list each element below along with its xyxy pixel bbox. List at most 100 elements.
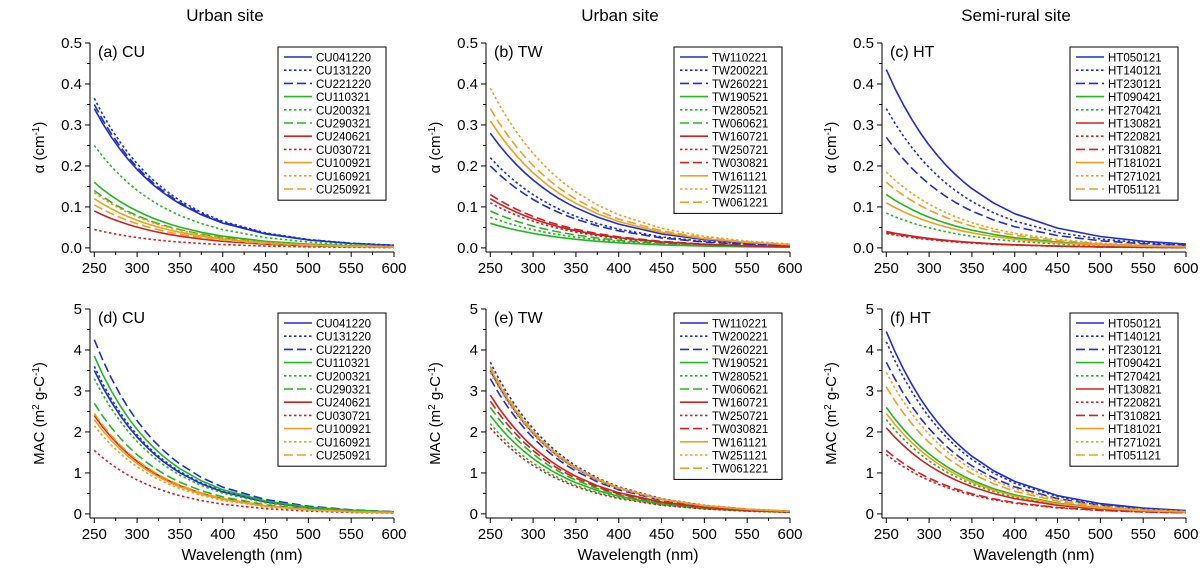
x-tick-label: 600 [381,260,406,277]
series-line-HT140121 [885,108,1186,246]
y-tick-label: 0.0 [853,240,874,257]
x-tick-label: 500 [296,260,321,277]
x-tick-label: 400 [606,260,631,277]
y-tick-label: 3 [866,383,874,400]
x-tick-label: 450 [1045,260,1070,277]
panel-label: (f) HT [890,310,931,327]
x-tick-label: 250 [478,260,503,277]
x-tick-label: 550 [735,526,760,543]
y-label-sup: 2 [823,404,834,410]
series-line-TW200221 [489,157,790,247]
legend-entry: TW061221 [712,198,768,210]
series-group [93,339,394,514]
series-line-CU250921 [93,204,394,248]
x-tick-label: 300 [125,526,150,543]
x-tick-label: 550 [339,260,364,277]
y-label-sup: -1 [427,126,438,135]
y-axis-label: α (cm-1) [823,122,841,174]
y-tick-label: 1 [74,465,82,482]
panel-6: 0 1 2 3 4 5 250 300 350 400 450 500 550 600 (f) HT MAC … [823,301,1199,564]
series-line-CU160921 [93,191,394,248]
y-label-end: ) [31,122,48,127]
series-line-TW260221 [489,165,790,247]
y-label-end: ) [427,362,444,367]
series-line-HT230121 [885,361,1186,512]
legend-entry: TW030821 [712,158,768,170]
legend-entry: TW251121 [712,451,767,463]
y-label-mid: g-C [823,376,840,405]
y-tick-label: 0.0 [457,240,478,257]
y-axis-label: MAC (m2 g-C-1) [823,362,841,465]
series-line-CU200321 [93,145,394,247]
legend-entry: CU200321 [316,371,371,383]
legend-entry: HT050121 [1108,53,1162,65]
series-line-TW251121 [489,87,790,245]
legend-entry: CU290321 [316,119,371,131]
y-tick-label: 0.1 [853,199,874,216]
y-tick-label: 0.1 [61,199,82,216]
series-group [885,331,1186,514]
legend-entry: HT271021 [1108,437,1162,449]
legend-entry: CU131220 [316,66,371,78]
legend-entry: TW250721 [712,145,768,157]
series-line-HT051121 [885,181,1186,248]
legend-entry: HT271021 [1108,171,1162,183]
y-label-end: ) [31,362,48,367]
legend-entry: TW200221 [712,332,768,344]
y-tick-label: 1 [866,465,874,482]
legend-entry: CU200321 [316,105,371,117]
legend-entry: TW280521 [712,371,768,383]
series-group [489,361,790,514]
legend-entry: CU250921 [316,185,371,197]
panel-3: 0.0 0.1 0.2 0.3 0.4 0.5 250 300 350 400 450 500 550 6… [823,35,1199,277]
y-tick-label: 0.4 [853,76,874,93]
y-label-main: α (cm [31,136,48,174]
x-tick-label: 500 [1088,260,1113,277]
x-tick-label: 300 [125,260,150,277]
y-label-sup: -1 [823,126,834,135]
y-label-sup2: -1 [823,367,834,376]
legend-entry: CU041220 [316,319,371,331]
x-tick-label: 250 [82,260,107,277]
x-tick-label: 450 [253,526,278,543]
panel-5: 0 1 2 3 4 5 250 300 350 400 450 500 550 600 (e) TW MAC … [427,301,803,564]
x-axis-label: Wavelength (nm) [973,547,1094,564]
series-line-TW190521 [490,222,790,249]
legend-entry: TW060621 [712,119,768,131]
x-tick-label: 450 [1045,526,1070,543]
legend-entry: TW250721 [712,411,768,423]
legend-entry: CU110321 [316,358,370,370]
series-line-TW060621 [489,406,790,513]
x-tick-label: 600 [1173,260,1198,277]
series-line-HT310821 [886,231,1186,249]
series-line-HT270421 [885,212,1186,248]
x-tick-label: 400 [1002,260,1027,277]
series-group [489,87,790,249]
legend-box [277,46,387,201]
panel-label: (a) CU [98,44,145,61]
column-title-3: Semi-rural site [961,6,1071,25]
y-tick-label: 2 [74,424,82,441]
x-tick-label: 450 [253,260,278,277]
y-tick-label: 0.4 [61,76,82,93]
y-tick-label: 0.3 [61,117,82,134]
legend-entry: HT181021 [1108,424,1162,436]
legend-entry: CU240621 [316,398,371,410]
x-tick-label: 500 [692,526,717,543]
legend-entry: HT130821 [1108,119,1162,131]
legend-entry: HT050121 [1108,319,1162,331]
legend-entry: TW190521 [712,358,768,370]
panel-label: (b) TW [494,44,543,61]
y-tick-label: 4 [74,342,82,359]
y-tick-label: 0 [470,506,478,523]
x-tick-label: 550 [1131,260,1156,277]
y-tick-label: 4 [470,342,478,359]
legend-entry: HT140121 [1108,66,1162,78]
y-label-end: ) [823,362,840,367]
series-line-TW160721 [489,394,790,513]
series-line-CU221220 [93,104,394,247]
x-tick-label: 550 [735,260,760,277]
y-tick-label: 0.5 [61,35,82,52]
legend: TW110221TW200221TW260221TW190521TW280521… [673,46,783,214]
